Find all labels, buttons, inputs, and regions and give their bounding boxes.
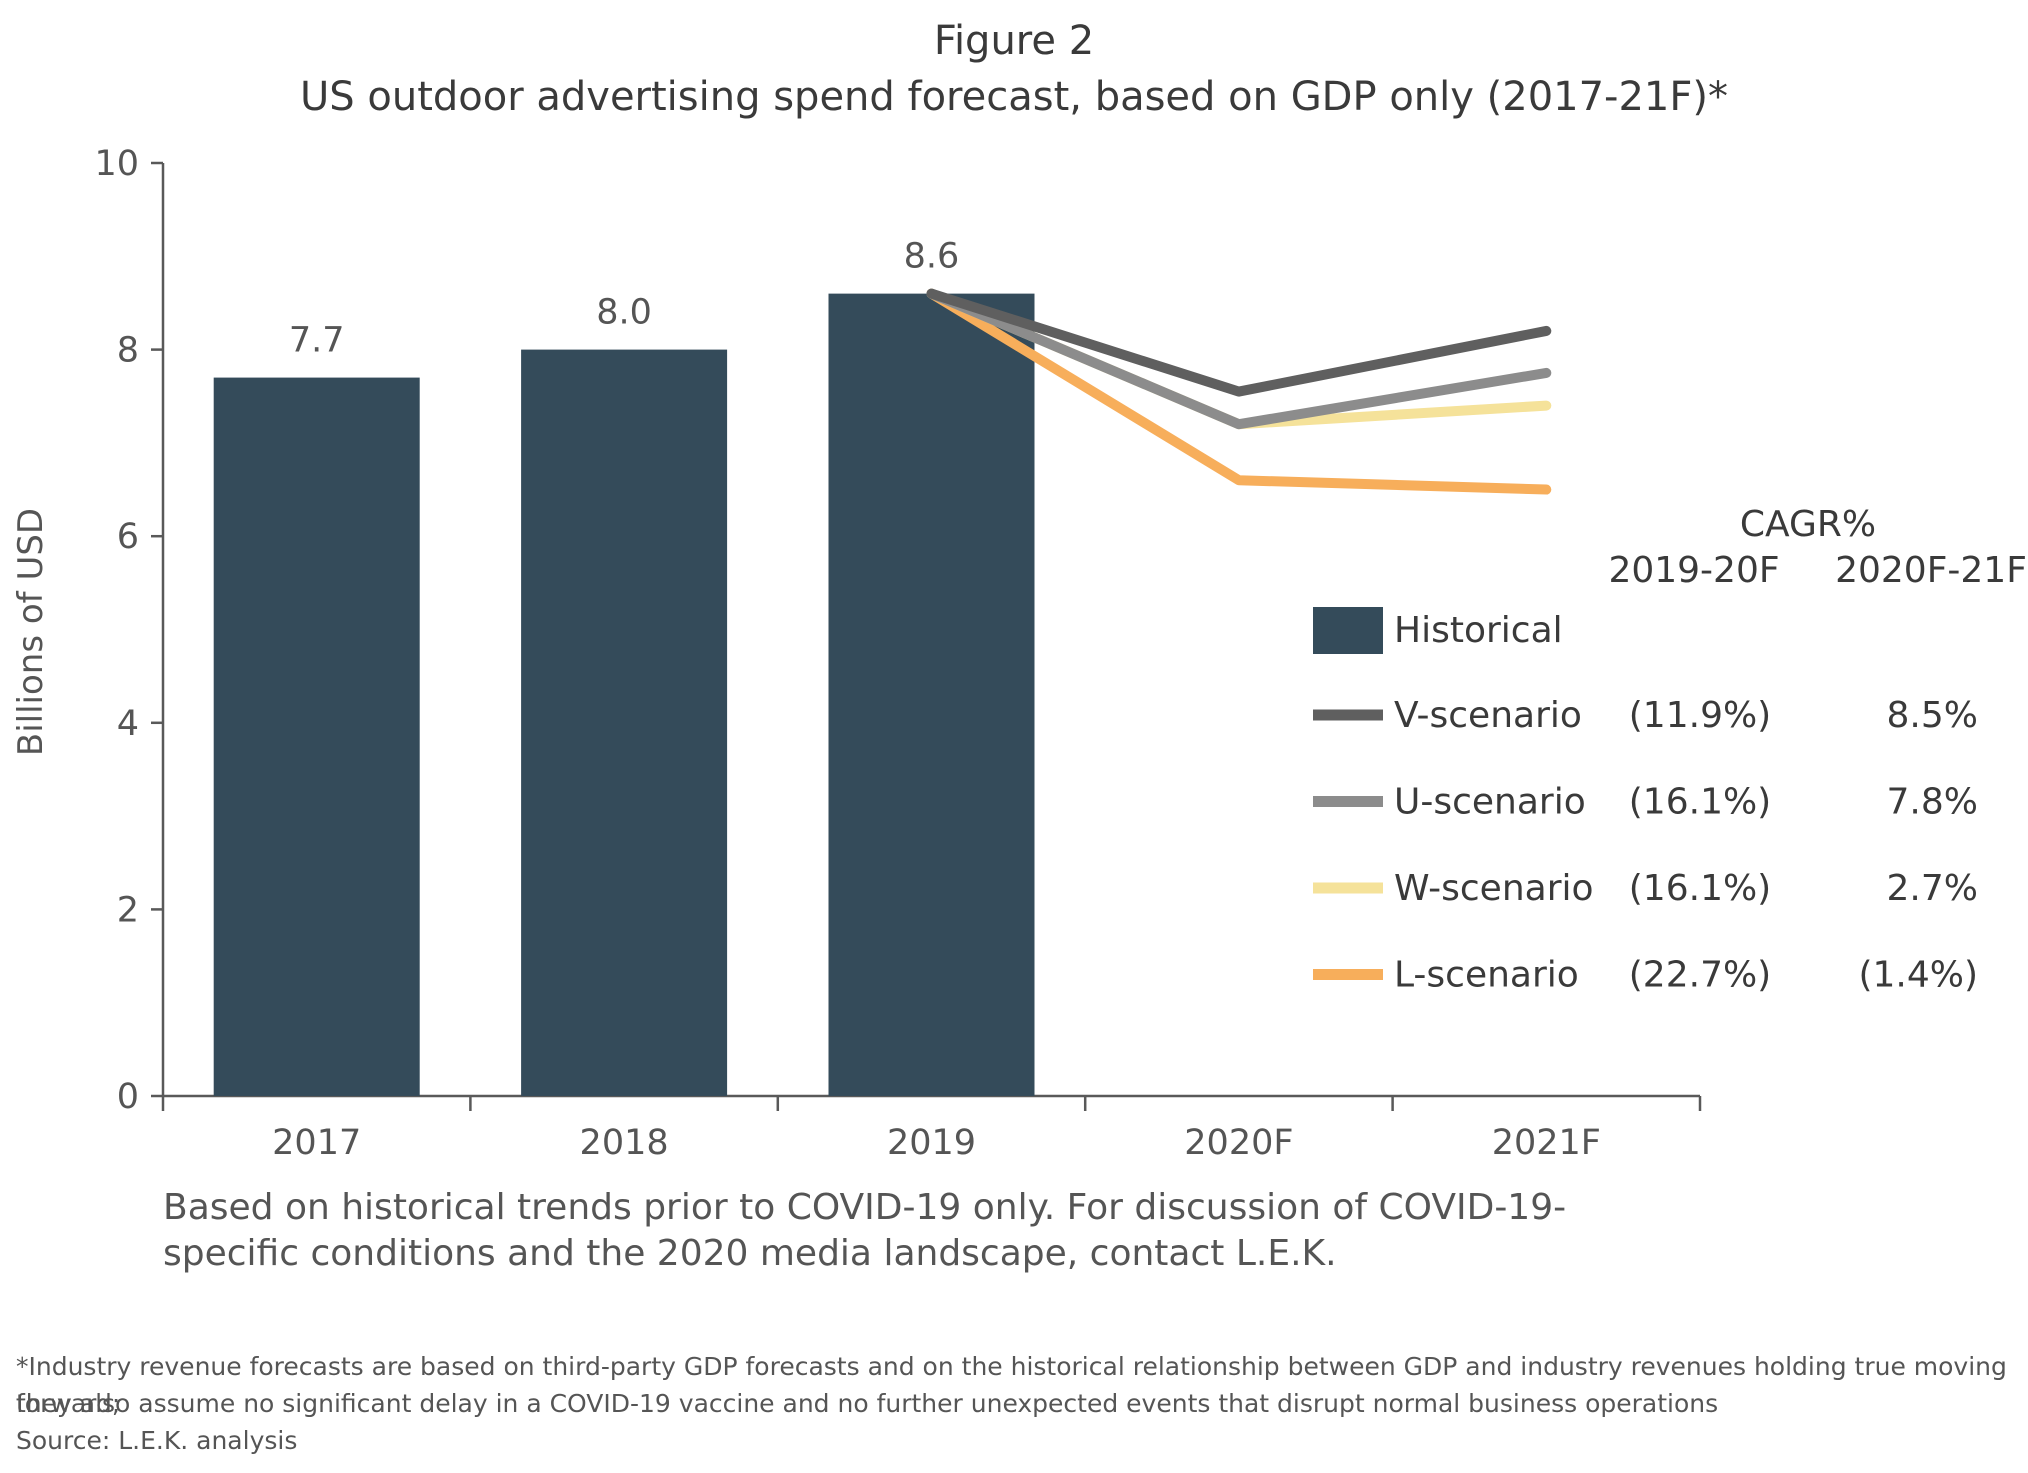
y-axis-label: Billions of USD (11, 508, 51, 756)
series-line (926, 288, 1552, 397)
y-tick-label: 8 (117, 331, 139, 371)
legend-label-scenario: L-scenario (1394, 955, 1579, 996)
y-tick-label: 6 (117, 517, 139, 557)
cagr-value-2019-20f: (22.7%) (1629, 955, 1771, 996)
series-line (926, 288, 1552, 495)
legend-label-scenario: V-scenario (1394, 695, 1582, 736)
y-tick-label: 10 (94, 144, 139, 184)
bar-data-label: 8.0 (596, 293, 652, 333)
bar (521, 349, 728, 1097)
legend-swatch-historical (1313, 607, 1383, 654)
series-line (926, 288, 1552, 430)
bar (213, 377, 420, 1097)
footnote-line-2: they also assume no significant delay in… (16, 1389, 1719, 1418)
y-tick-label: 2 (117, 890, 139, 930)
cagr-col2-header: 2020F-21F (1835, 550, 2027, 591)
legend-label-historical: Historical (1394, 610, 1563, 651)
bar-data-label: 8.6 (904, 237, 960, 277)
bar-data-label: 7.7 (289, 321, 345, 361)
chart-title: Figure 2 (934, 18, 1094, 64)
cagr-value-2019-20f: (11.9%) (1629, 695, 1771, 736)
legend-label-scenario: W-scenario (1394, 868, 1594, 909)
x-tick-label: 2018 (580, 1123, 669, 1163)
x-tick-label: 2021F (1492, 1123, 1601, 1163)
cagr-value-2019-20f: (16.1%) (1629, 782, 1771, 823)
x-tick-label: 2017 (272, 1123, 361, 1163)
cagr-value-2020f-21f: 2.7% (1887, 868, 1978, 909)
cagr-value-2020f-21f: 7.8% (1887, 782, 1978, 823)
legend-label-scenario: U-scenario (1394, 782, 1586, 823)
source-note: Source: L.E.K. analysis (16, 1426, 298, 1455)
x-tick-label: 2020F (1184, 1123, 1293, 1163)
chart-subtitle: US outdoor advertising spend forecast, b… (300, 74, 1728, 120)
footnote-line-1: *Industry revenue forecasts are based on… (16, 1352, 2007, 1418)
cagr-header: CAGR% (1740, 504, 1876, 545)
cagr-value-2020f-21f: (1.4%) (1858, 955, 1978, 996)
x-tick-label: 2019 (887, 1123, 976, 1163)
cagr-value-2020f-21f: 8.5% (1887, 695, 1978, 736)
cagr-col1-header: 2019-20F (1608, 550, 1779, 591)
chart-note: Based on historical trends prior to COVI… (163, 1187, 1567, 1274)
cagr-value-2019-20f: (16.1%) (1629, 868, 1771, 909)
y-tick-label: 0 (117, 1077, 139, 1117)
y-tick-label: 4 (117, 704, 139, 744)
bar (828, 293, 1035, 1096)
